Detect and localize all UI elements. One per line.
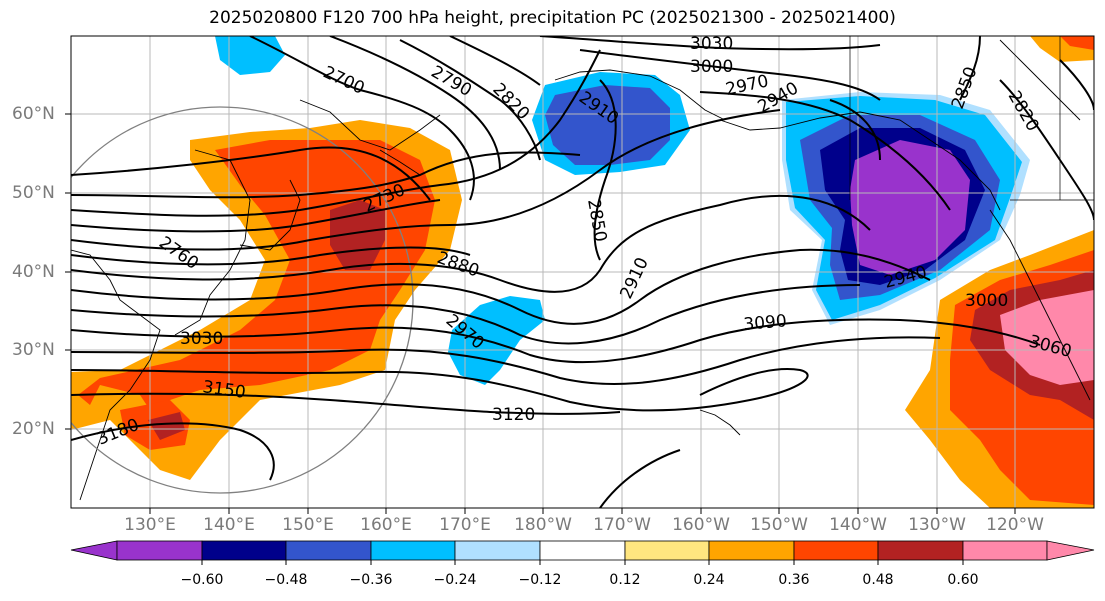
colorbar-tick-label: 0.60 [947,572,979,588]
colorbar [70,540,1095,565]
colorbar-bin [708,540,795,561]
lon-label-180w: 180°W [514,515,572,535]
colorbar-extend-low [70,540,118,561]
colorbar-tick-label: 0.24 [693,572,725,588]
graticule [71,36,1094,508]
coastlines [71,36,1094,501]
lon-label-140e: 140°E [203,515,255,535]
colorbar-tick-label: 0.12 [609,572,641,588]
contour-label: 3000 [690,57,733,77]
lon-label-130e: 130°E [124,515,176,535]
negative-anomaly-shading [215,36,1030,385]
colorbar-bin [624,540,710,561]
colorbar-bin [793,540,879,561]
lon-label-150w: 150°W [750,515,808,535]
reference-circle [71,106,414,494]
lon-label-160w: 160°W [672,515,730,535]
colorbar-bin [962,540,1048,561]
lat-label-50n: 50°N [12,183,55,203]
colorbar-tick-label: −0.48 [264,572,308,588]
contour-label: 3120 [492,405,535,425]
height-contours [71,36,1094,508]
colorbar-tick-label: −0.12 [518,572,562,588]
lon-label-130w: 130°W [908,515,966,535]
colorbar-tick-label: 0.48 [862,572,894,588]
colorbar-bin [539,540,626,561]
colorbar-bin [370,540,456,561]
lat-label-30n: 30°N [12,340,55,360]
lat-label-40n: 40°N [12,262,55,282]
colorbar-tick-label: −0.60 [180,572,224,588]
colorbar-tick-label: −0.24 [433,572,477,588]
lat-label-20n: 20°N [12,419,55,439]
contour-label: 3000 [965,291,1008,311]
contour-label: 3030 [690,34,733,54]
colorbar-bin [285,540,372,561]
lat-label-60n: 60°N [12,104,55,124]
colorbar-bin [201,540,287,561]
map-title: 2025020800 F120 700 hPa height, precipit… [209,8,896,28]
colorbar-extend-high [1046,540,1095,561]
lon-label-140w: 140°W [829,515,887,535]
colorbar-tick-label: 0.36 [778,572,810,588]
colorbar-bin [454,540,541,561]
contour-label: 3090 [743,311,788,335]
axis-ticks [65,113,1016,514]
colorbar-bin [116,540,203,561]
lon-label-120w: 120°W [986,515,1044,535]
lon-label-170e: 170°E [439,515,491,535]
colorbar-bin [877,540,964,561]
lon-label-150e: 150°E [282,515,334,535]
lon-label-160e: 160°E [360,515,412,535]
lon-label-170w: 170°W [593,515,651,535]
contour-label: 3030 [180,329,223,349]
colorbar-tick-label: −0.36 [349,572,393,588]
